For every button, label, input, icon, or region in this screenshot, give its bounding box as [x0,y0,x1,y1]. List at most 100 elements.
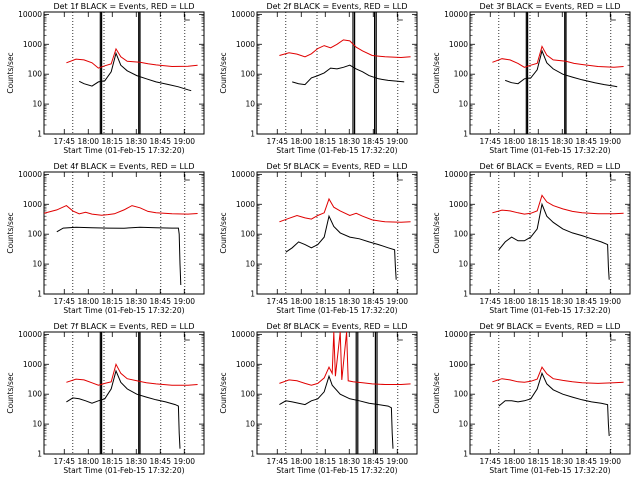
x-tick-label: 18:15 [527,297,549,306]
plot-frame [469,331,631,455]
plot-frame [43,171,205,295]
x-axis-label: Start Time (01-Feb-15 17:32:20) [276,306,397,315]
x-tick-label: 18:30 [125,297,147,306]
panel-6: 1 10 100 1000 10000 17:45 18:00 18:15 18:30 18:45… [432,162,631,315]
x-tick-label: 17:45 [479,137,501,146]
y-tick-label: 10 [245,420,255,429]
x-tick-label: 18:30 [338,457,360,466]
x-tick-label: 18:45 [362,457,384,466]
x-tick-label: 18:30 [551,137,573,146]
plot-frame [256,171,418,295]
series-events-line [78,51,192,92]
x-axis-label: Start Time (01-Feb-15 17:32:20) [489,466,610,475]
y-tick-label: 1 [37,450,42,459]
y-axis-label: Counts/sec [219,212,228,253]
y-tick-label: 100 [241,390,256,399]
y-tick-label: 1000 [449,360,468,369]
x-tick-label: 18:30 [125,137,147,146]
x-tick-label: 19:00 [386,297,408,306]
y-tick-label: 10000 [444,170,468,179]
y-axis-label: Counts/sec [219,52,228,93]
x-tick-label: 18:00 [77,297,99,306]
series-events-line [66,369,181,449]
y-tick-label: 1 [463,290,468,299]
panel-3: 1 10 100 1000 10000 17:45 18:00 18:15 18:30 18:45… [432,2,631,155]
series-lld-line [279,39,411,59]
x-axis-label: Start Time (01-Feb-15 17:32:20) [489,306,610,315]
y-tick-label: 1000 [449,200,468,209]
y-tick-label: 100 [241,70,256,79]
x-tick-label: 19:00 [173,297,195,306]
y-axis-label: Counts/sec [432,52,441,93]
y-tick-label: 1000 [23,200,42,209]
y-tick-label: 10 [458,100,468,109]
x-tick-label: 18:45 [149,297,171,306]
plot-frame [43,11,205,135]
panel-5: 1 10 100 1000 10000 17:45 18:00 18:15 18:30 18:45… [219,162,418,315]
x-tick-label: 18:30 [551,457,573,466]
x-tick-label: 18:45 [575,137,597,146]
x-tick-label: 17:45 [479,457,501,466]
x-tick-label: 17:45 [266,297,288,306]
panel-2: 1 10 100 1000 10000 17:45 18:00 18:15 18:30 18:45… [219,2,418,155]
x-axis-label: Start Time (01-Feb-15 17:32:20) [276,146,397,155]
x-tick-label: 18:45 [362,137,384,146]
x-tick-label: 18:45 [362,297,384,306]
flag-mark [184,14,190,21]
series-lld-line [279,332,411,386]
y-axis-label: Counts/sec [6,52,15,93]
series-events-line [498,202,610,280]
x-tick-label: 18:00 [503,137,525,146]
panel-title: Det 1f BLACK = Events, RED = LLD [53,2,194,11]
x-tick-label: 18:00 [290,457,312,466]
y-tick-label: 100 [454,390,469,399]
y-tick-label: 1 [250,130,255,139]
x-tick-label: 18:45 [575,457,597,466]
series-lld-line [66,362,198,386]
y-tick-label: 10 [245,260,255,269]
x-tick-label: 18:00 [503,457,525,466]
panel-4: 1 10 100 1000 10000 17:45 18:00 18:15 18:30 18:45… [6,162,205,315]
x-tick-label: 18:15 [101,137,123,146]
plot-frame [469,11,631,135]
y-tick-label: 100 [28,70,43,79]
x-tick-label: 18:30 [125,457,147,466]
x-tick-label: 18:45 [149,137,171,146]
y-tick-label: 10000 [231,170,255,179]
plot-frame [256,331,418,455]
x-tick-label: 19:00 [599,297,621,306]
panel-title: Det 4f BLACK = Events, RED = LLD [53,162,194,171]
y-axis-label: Counts/sec [432,372,441,413]
series-lld-line [492,194,624,215]
y-tick-label: 100 [454,230,469,239]
x-axis-label: Start Time (01-Feb-15 17:32:20) [489,146,610,155]
y-tick-label: 10000 [18,170,42,179]
y-tick-label: 1000 [236,200,255,209]
x-tick-label: 19:00 [173,137,195,146]
flag-mark [184,334,190,341]
y-tick-label: 1 [463,130,468,139]
y-tick-label: 10000 [231,10,255,19]
y-tick-label: 10000 [444,330,468,339]
flag-mark [397,174,403,181]
series-lld-line [492,45,624,68]
x-tick-label: 18:30 [338,297,360,306]
y-tick-label: 1 [37,290,42,299]
series-lld-line [44,205,198,216]
y-tick-label: 10 [32,100,42,109]
x-tick-label: 18:15 [314,137,336,146]
panel-1: 1 10 100 1000 10000 17:45 18:00 18:15 18:30 18:45… [6,2,205,155]
series-lld-line [492,366,624,384]
x-tick-label: 17:45 [479,297,501,306]
x-tick-label: 18:15 [101,457,123,466]
x-tick-label: 18:15 [314,297,336,306]
series-events-line [56,226,182,286]
flag-mark [610,14,616,21]
y-tick-label: 1000 [23,360,42,369]
y-tick-label: 10 [245,100,255,109]
flag-mark [610,334,616,341]
x-tick-label: 17:45 [53,137,75,146]
x-tick-label: 18:00 [77,457,99,466]
x-tick-label: 18:00 [77,137,99,146]
y-tick-label: 1000 [449,40,468,49]
